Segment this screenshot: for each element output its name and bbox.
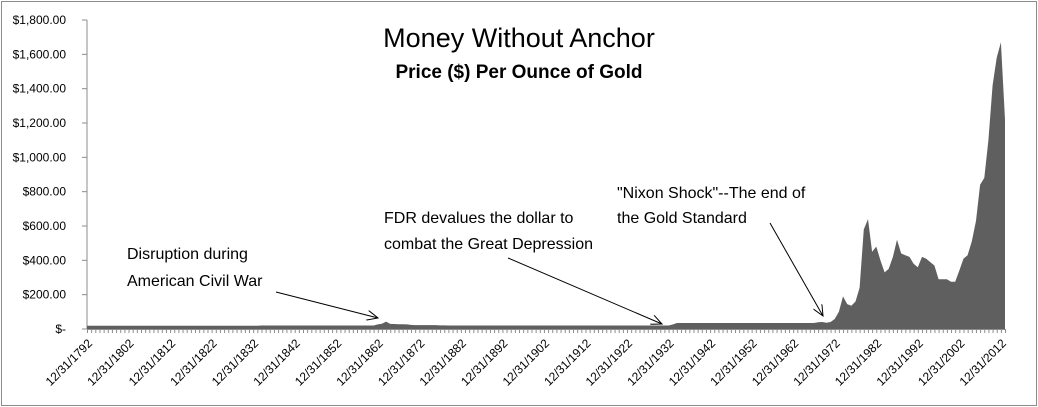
annotation-text: the Gold Standard: [617, 210, 747, 227]
annotation-text: Disruption during: [127, 246, 248, 263]
y-tick-label: $800.00: [23, 185, 67, 199]
y-tick-label: $1,400.00: [13, 82, 67, 96]
annotation-text: "Nixon Shock"--The end of: [617, 185, 806, 202]
gold-price-area: [87, 42, 1005, 330]
y-tick-label: $600.00: [23, 219, 67, 233]
annotation-arrow: [769, 222, 823, 316]
y-tick-label: $1,600.00: [13, 47, 67, 61]
annotation-arrow: [275, 291, 378, 318]
y-tick-label: $1,800.00: [13, 13, 67, 27]
y-tick-label: $400.00: [23, 253, 67, 267]
y-tick-label: $200.00: [23, 288, 67, 302]
annotation-arrow: [507, 257, 662, 324]
annotation-text: American Civil War: [127, 273, 263, 290]
annotation-text: combat the Great Depression: [384, 236, 593, 253]
y-tick-label: $-: [55, 322, 66, 336]
annotation-text: FDR devalues the dollar to: [384, 210, 574, 227]
chart-title: Money Without Anchor: [383, 23, 655, 53]
y-tick-label: $1,000.00: [13, 150, 67, 164]
y-tick-label: $1,200.00: [13, 116, 67, 130]
chart-subtitle: Price ($) Per Ounce of Gold: [395, 62, 642, 83]
